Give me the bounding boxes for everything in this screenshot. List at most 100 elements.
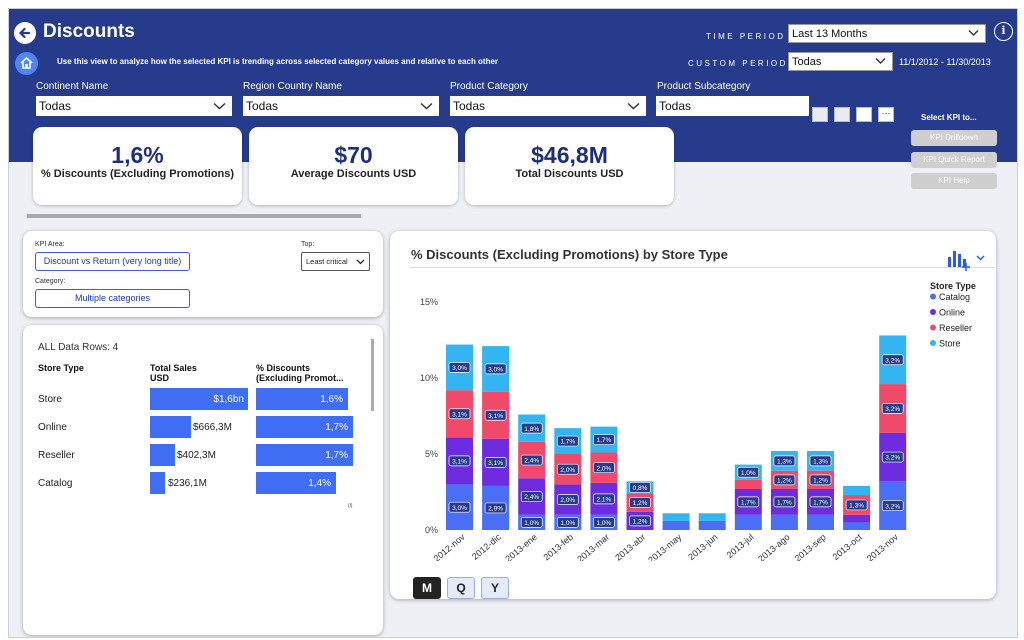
sales-value: $236,1M — [168, 478, 207, 489]
filter-edit-icon[interactable] — [834, 107, 850, 122]
table-row-store-type[interactable]: Reseller — [38, 450, 75, 461]
filter-category-select[interactable]: Todas — [450, 96, 646, 116]
col-header-store-type[interactable]: Store Type — [38, 363, 84, 373]
filter-region-select[interactable]: Todas — [243, 96, 439, 116]
x-tick-label: 2012-dic — [470, 532, 503, 561]
data-label: 2,4% — [524, 494, 539, 501]
vertical-scrollbar[interactable] — [371, 339, 374, 411]
data-label-box — [737, 466, 760, 478]
info-icon[interactable]: i — [994, 22, 1013, 41]
data-label-box — [448, 501, 471, 513]
data-label: 2,4% — [524, 458, 539, 465]
data-label-box — [773, 474, 796, 486]
stacked-bar-chart: 0% 5% 10% 15% 3,0% 3,1% 3,1% 3,0% 2012-nov 2,9% 3,… — [420, 281, 976, 561]
data-label-box — [484, 363, 507, 375]
chevron-down-icon — [356, 259, 365, 265]
tab-quarterly[interactable]: Q — [447, 577, 475, 599]
y-tick-label: 0% — [425, 525, 438, 535]
data-label: 3,1% — [452, 411, 467, 418]
sales-value: $666,3M — [193, 422, 232, 433]
discount-bar — [256, 416, 353, 438]
x-tick-label: 2013-nov — [865, 532, 901, 561]
horizontal-scrollbar[interactable] — [27, 214, 361, 218]
data-label: 1,2% — [633, 500, 648, 507]
data-label-box — [593, 517, 615, 528]
filter-category-value: Todas — [453, 99, 486, 113]
col-header-discount-pct[interactable]: % Discounts (Excluding Promot... — [256, 363, 344, 383]
card-value: $46,8M — [531, 142, 608, 168]
bar-segment — [843, 522, 871, 530]
data-label-box — [845, 499, 868, 511]
custom-period-select[interactable]: Todas — [788, 52, 893, 71]
bar-segment — [843, 485, 871, 496]
top-select[interactable]: Least critical — [301, 252, 370, 271]
x-tick-label: 2013-feb — [541, 532, 575, 561]
discount-bar — [256, 472, 336, 494]
table-row-store-type[interactable]: Online — [38, 422, 67, 433]
kpi-area-pill[interactable]: Discount vs Return (very long title) — [35, 252, 190, 271]
copy-icon[interactable] — [812, 107, 828, 122]
data-label: 1,3% — [849, 503, 864, 510]
x-tick-label: 2013-ene — [503, 532, 539, 561]
back-arrow-icon[interactable] — [14, 22, 36, 44]
tab-yearly[interactable]: Y — [481, 577, 509, 599]
data-label-box — [556, 463, 579, 475]
home-icon[interactable] — [15, 52, 38, 75]
data-label-box — [448, 455, 471, 467]
discount-value: 1,6% — [320, 394, 343, 405]
filter-continent-value: Todas — [39, 99, 72, 113]
chevron-down-icon — [213, 102, 226, 110]
category-pill[interactable]: Multiple categories — [35, 289, 190, 308]
filter-continent-select[interactable]: Todas — [36, 96, 232, 116]
expand-icon[interactable] — [856, 107, 872, 122]
legend-marker — [930, 340, 936, 346]
data-label: 1,8% — [524, 426, 539, 433]
more-options-icon[interactable]: ··· — [878, 107, 894, 122]
data-label: 3,0% — [488, 366, 503, 373]
kpi-help-button[interactable]: KPI Help — [911, 173, 997, 189]
data-label-box — [809, 455, 832, 467]
sales-bar — [150, 416, 191, 438]
sales-bar — [150, 388, 248, 410]
table-footnote: (i) — [348, 503, 353, 509]
card-label: Total Discounts USD — [515, 168, 624, 180]
data-label-box — [629, 515, 651, 527]
col-header-total-sales[interactable]: Total Sales USD — [150, 363, 197, 383]
kpi-card-total-discount: $46,8M Total Discounts USD — [465, 127, 674, 205]
x-tick-label: 2013-jun — [686, 532, 719, 561]
custom-period-label: CUSTOM PERIOD — [688, 59, 788, 68]
discount-value: 1,4% — [308, 478, 331, 489]
sales-bar — [150, 472, 165, 494]
data-label: 3,0% — [452, 505, 467, 512]
time-period-select[interactable]: Last 13 Months — [788, 24, 986, 43]
bar-segment — [698, 520, 726, 530]
kpi-drilldown-button[interactable]: KPI Drilldown — [911, 130, 997, 146]
chart-type-icon[interactable] — [947, 247, 987, 276]
legend-item: Catalog — [939, 292, 970, 302]
time-period-label: TIME PERIOD — [706, 32, 786, 41]
table-row-store-type[interactable]: Store — [38, 394, 62, 405]
top-value: Least critical — [306, 257, 348, 266]
data-label-box — [520, 517, 543, 528]
filter-subcategory-value: Todas — [659, 99, 692, 113]
data-label-box — [556, 517, 579, 528]
filter-subcategory-select[interactable]: Todas — [656, 96, 809, 116]
chevron-down-icon — [420, 102, 433, 110]
kpi-card-average-discount: $70 Average Discounts USD — [249, 127, 458, 205]
data-label-box — [629, 482, 651, 493]
x-tick-label: 2013-mar — [575, 532, 611, 561]
tab-monthly[interactable]: M — [413, 577, 441, 599]
table-title: ALL Data Rows: 4 — [38, 342, 119, 353]
x-tick-label: 2013-oct — [831, 532, 865, 561]
table-row-store-type[interactable]: Catalog — [38, 478, 73, 489]
data-label-box — [737, 496, 760, 508]
data-label: 1,0% — [741, 470, 756, 477]
kpi-quick-report-button[interactable]: KPI Quick Report — [911, 152, 997, 168]
discount-value: 1,7% — [325, 422, 348, 433]
data-label: 2,0% — [596, 465, 611, 472]
data-label-box — [881, 500, 904, 512]
chevron-down-icon — [627, 102, 640, 110]
x-tick-label: 2013-sep — [793, 532, 828, 561]
data-label: 1,3% — [813, 458, 828, 465]
page-description: Use this view to analyze how the selecte… — [57, 57, 499, 66]
